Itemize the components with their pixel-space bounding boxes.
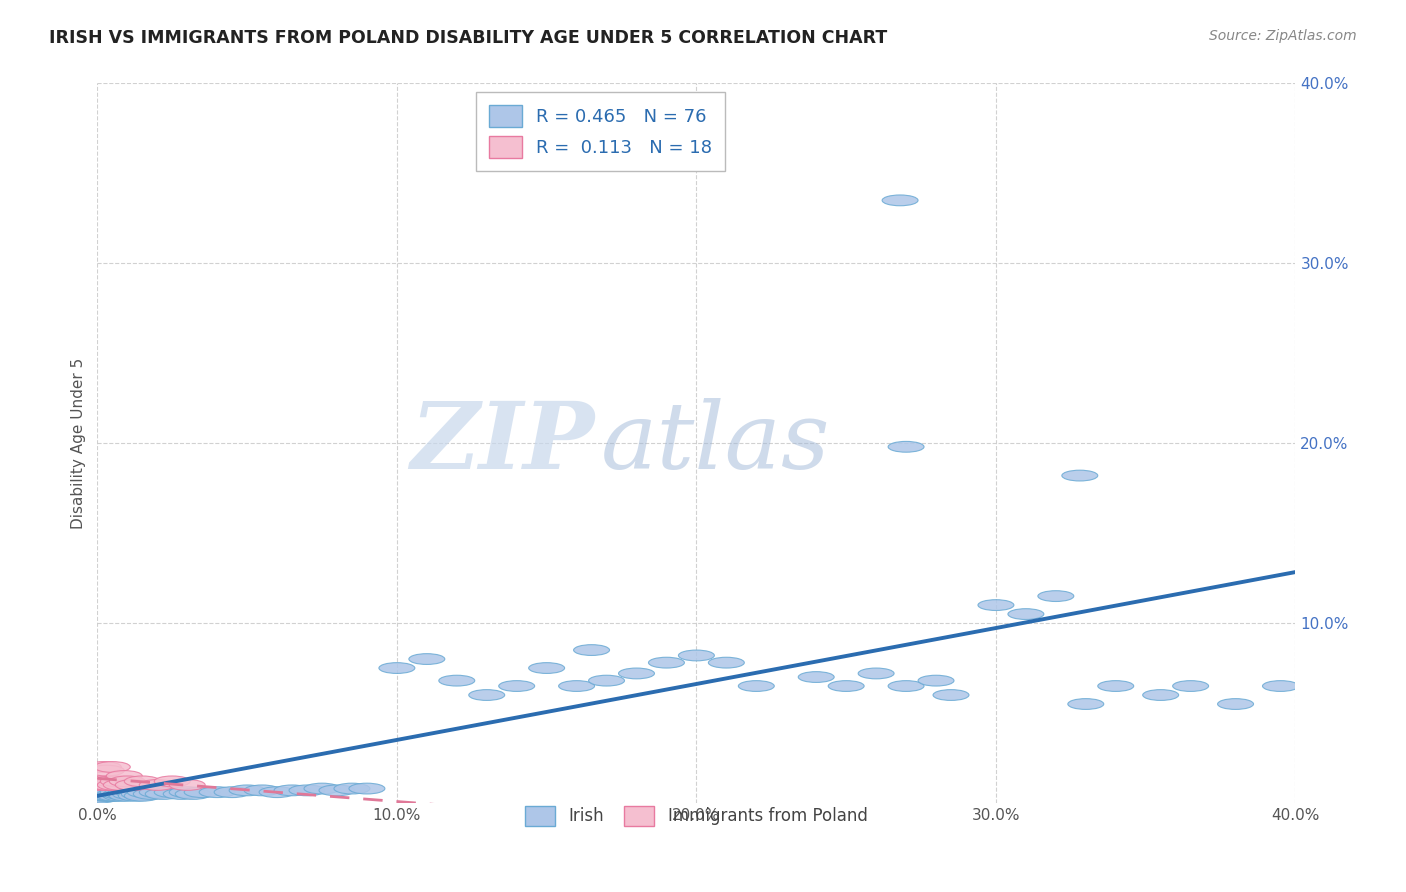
Text: atlas: atlas xyxy=(600,398,830,488)
Text: IRISH VS IMMIGRANTS FROM POLAND DISABILITY AGE UNDER 5 CORRELATION CHART: IRISH VS IMMIGRANTS FROM POLAND DISABILI… xyxy=(49,29,887,46)
Y-axis label: Disability Age Under 5: Disability Age Under 5 xyxy=(72,358,86,529)
Text: Source: ZipAtlas.com: Source: ZipAtlas.com xyxy=(1209,29,1357,43)
Legend: Irish, Immigrants from Poland: Irish, Immigrants from Poland xyxy=(517,797,876,834)
Text: ZIP: ZIP xyxy=(411,398,595,488)
